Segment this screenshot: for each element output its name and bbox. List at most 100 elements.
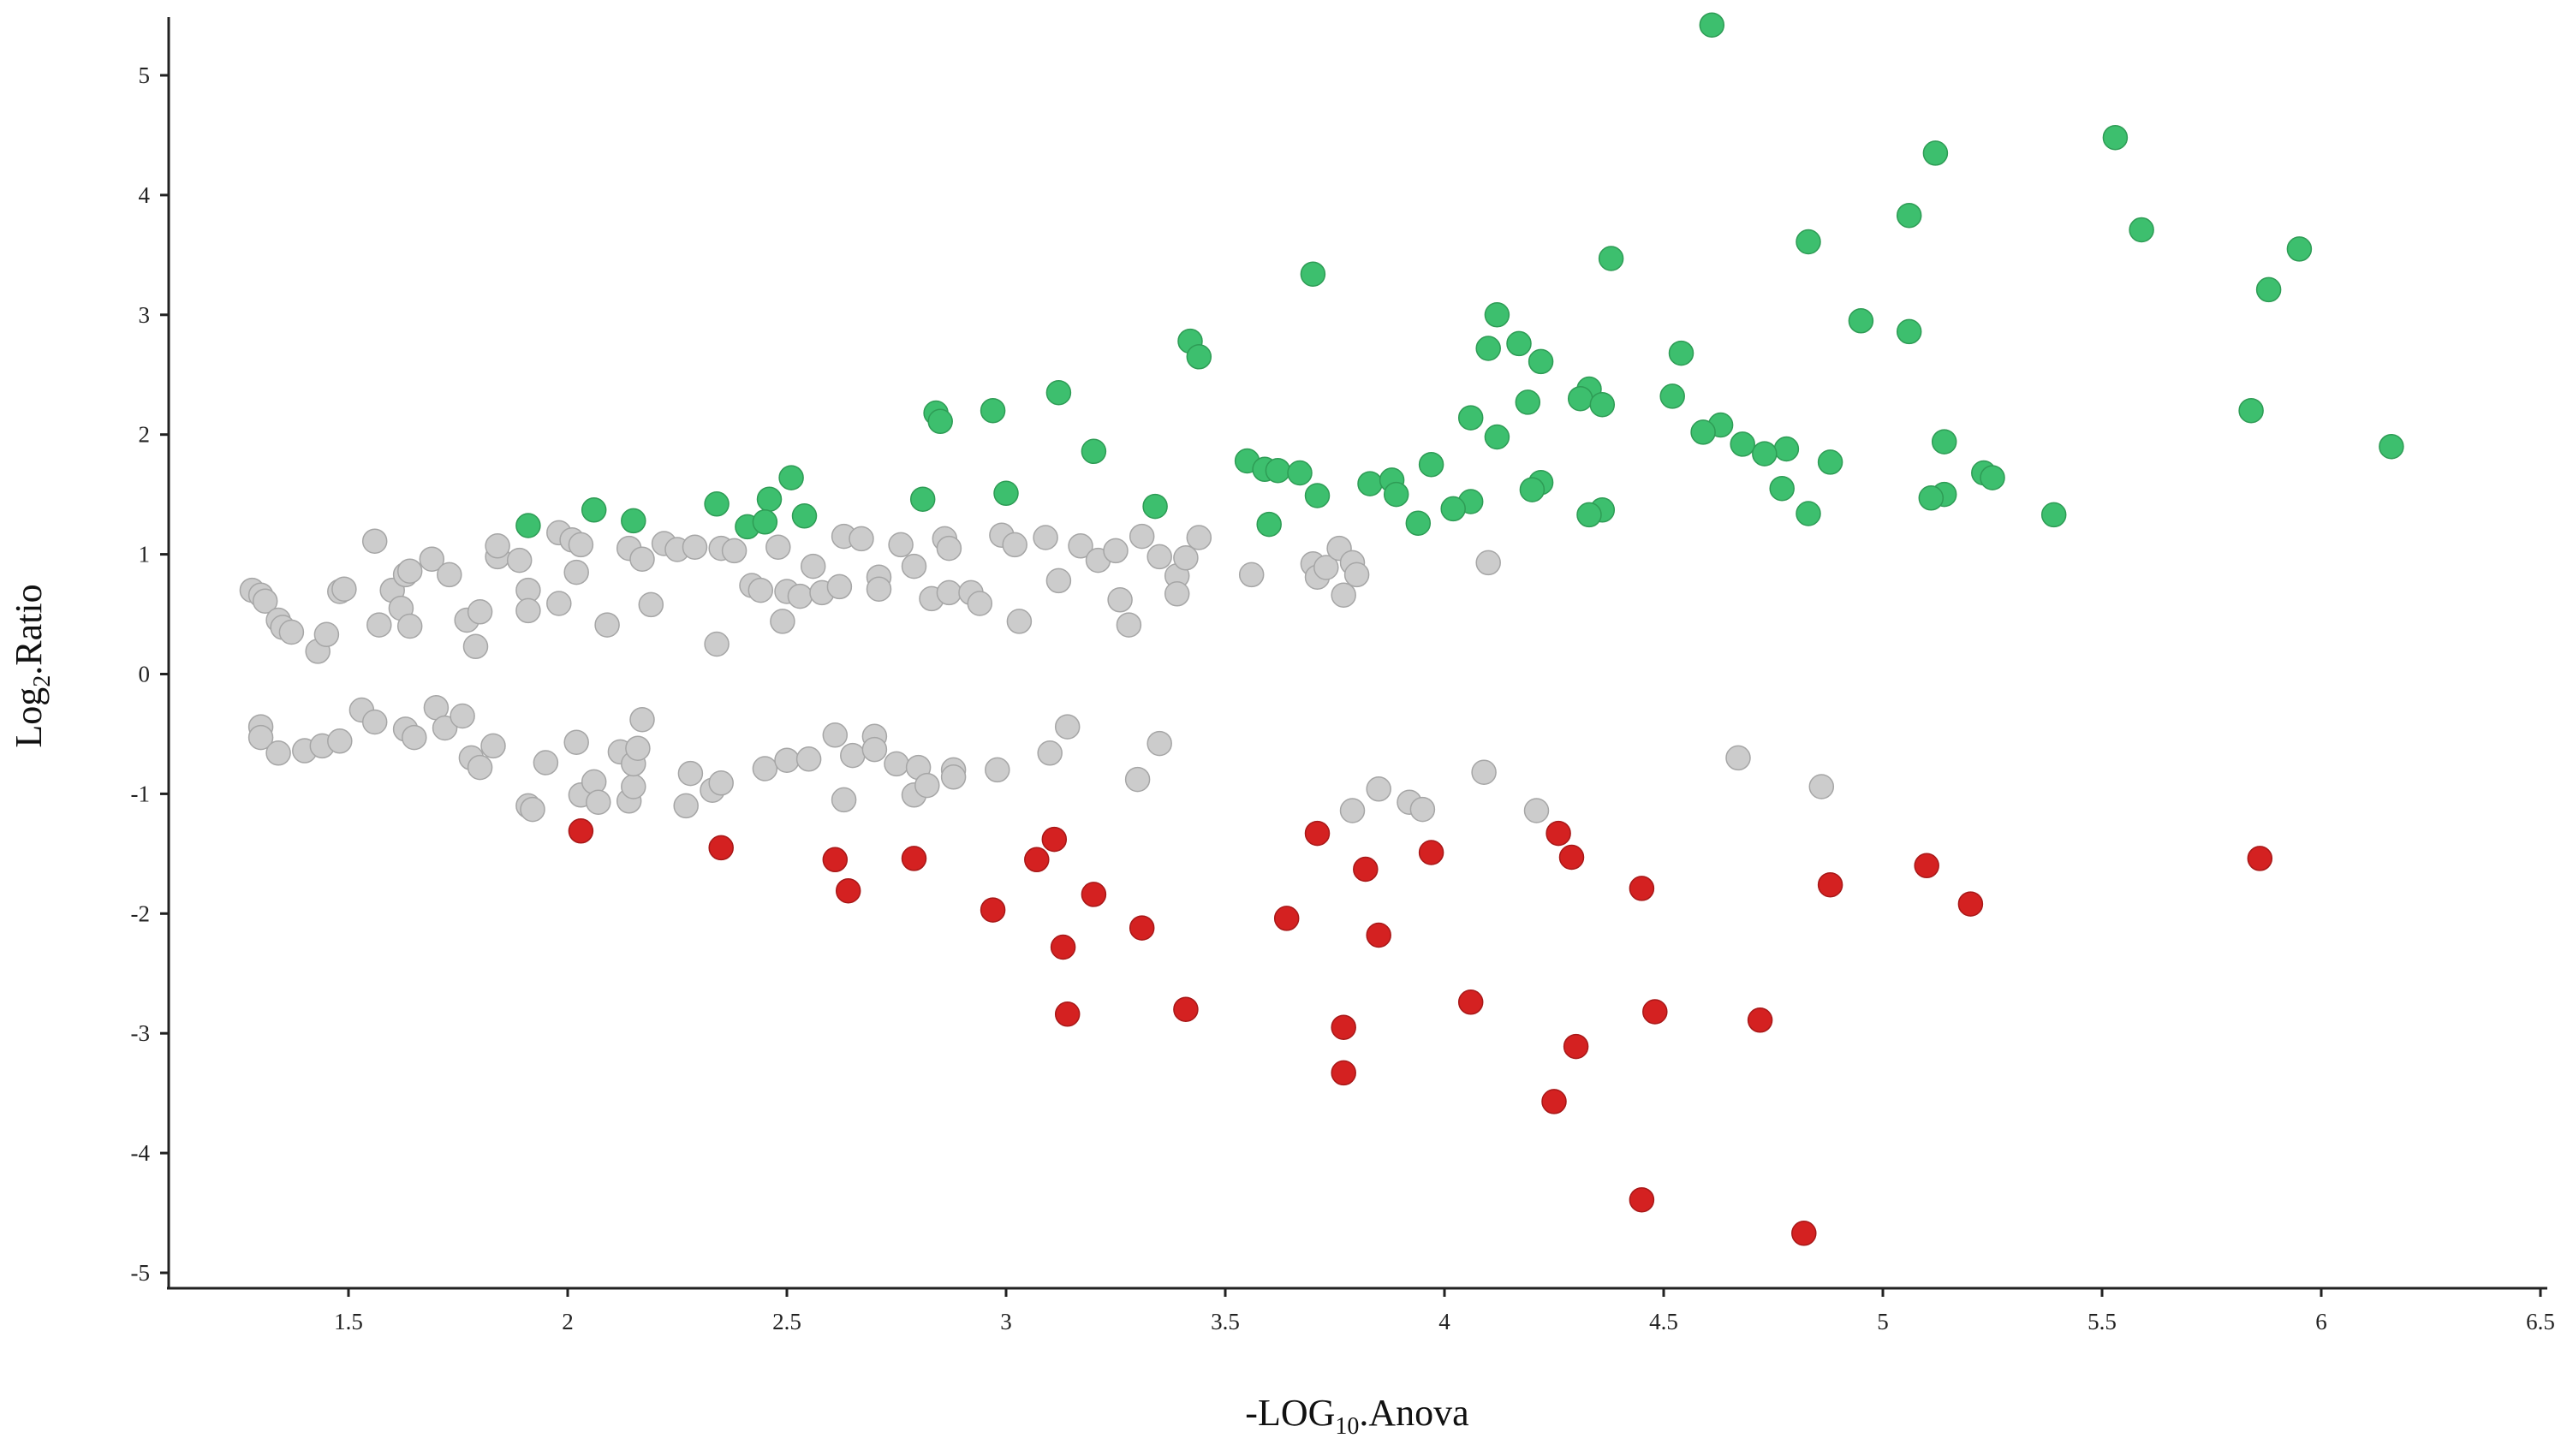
up-regulated-point	[2102, 124, 2129, 151]
up-regulated-point	[1567, 385, 1593, 412]
non-significant-point	[419, 546, 445, 572]
x-tick-label: 6.5	[2526, 1309, 2555, 1334]
non-significant-point	[901, 553, 927, 579]
up-regulated-point	[1730, 431, 1755, 457]
up-regulated-point	[1598, 246, 1624, 271]
x-axis-title-suffix: .Anova	[1359, 1392, 1468, 1434]
non-significant-point	[1037, 740, 1063, 766]
up-regulated-point	[1142, 493, 1168, 520]
non-significant-point	[467, 599, 493, 625]
down-regulated-point	[1024, 847, 1050, 873]
up-regulated-point	[1922, 140, 1949, 166]
non-significant-point	[546, 591, 572, 616]
y-tick-label: 2	[139, 422, 151, 448]
non-significant-point	[1331, 582, 1356, 608]
non-significant-point	[247, 724, 274, 751]
up-regulated-point	[909, 486, 936, 512]
up-regulated-point	[1457, 405, 1484, 431]
down-regulated-point	[1541, 1089, 1567, 1114]
y-axis-ticks: 5 4 3 2 1 0 -1 -2 -3 -4 -5	[131, 62, 169, 1286]
non-significant-point	[936, 535, 962, 562]
down-regulated-point	[1457, 989, 1484, 1015]
non-significant-point	[533, 750, 559, 776]
down-regulated-point	[1558, 844, 1585, 871]
up-regulated-point	[1484, 302, 1510, 328]
non-significant-point	[1725, 745, 1751, 771]
non-significant-point	[677, 760, 704, 787]
y-axis-title-main: Log	[8, 687, 50, 748]
non-significant-point	[331, 576, 357, 602]
y-tick-label: 5	[139, 62, 151, 88]
non-significant-point	[462, 633, 489, 660]
non-significant-point	[437, 562, 462, 588]
non-significant-point	[888, 532, 914, 558]
up-regulated-point	[1896, 202, 1922, 229]
y-tick-label: -4	[131, 1140, 151, 1166]
x-axis-title-subscript: 10	[1335, 1413, 1359, 1440]
non-significant-point	[1146, 730, 1172, 757]
up-regulated-point	[704, 491, 730, 517]
non-significant-point	[278, 619, 305, 645]
up-regulated-point	[778, 465, 804, 490]
y-tick-label: 1	[139, 542, 151, 568]
non-significant-point	[1129, 523, 1155, 550]
non-significant-point	[866, 576, 892, 602]
non-significant-point	[884, 751, 909, 777]
non-significant-point	[1045, 568, 1072, 594]
down-regulated-point	[1957, 891, 1984, 917]
down-regulated-point	[1546, 820, 1571, 847]
non-significant-point	[840, 742, 866, 769]
non-significant-point	[506, 547, 533, 573]
non-significant-point	[1116, 612, 1142, 638]
up-regulated-point	[1383, 481, 1409, 508]
down-regulated-point	[1129, 915, 1155, 941]
non-significant-point	[520, 796, 545, 823]
non-significant-point	[826, 573, 853, 600]
non-significant-point	[265, 740, 291, 766]
non-significant-point	[1054, 714, 1081, 740]
down-regulated-point	[1081, 882, 1107, 907]
non-significant-point	[586, 789, 611, 815]
non-significant-point	[1002, 532, 1027, 558]
up-regulated-point	[1256, 511, 1282, 538]
non-significant-point	[450, 703, 475, 729]
non-significant-point	[861, 736, 888, 763]
down-regulated-point	[835, 877, 861, 904]
non-significant-point	[563, 729, 589, 755]
down-regulated-point	[1331, 1060, 1356, 1086]
non-significant-point	[515, 597, 541, 624]
y-tick-label: 3	[139, 302, 151, 328]
up-regulated-point	[1918, 485, 1945, 511]
up-regulated-point	[1475, 336, 1501, 361]
non-significant-point	[765, 534, 791, 560]
down-regulated-point	[1331, 1014, 1356, 1040]
non-significant-point	[770, 609, 795, 634]
non-significant-point	[1471, 759, 1497, 785]
non-significant-point	[1366, 776, 1391, 802]
down-regulated-point	[1304, 820, 1331, 847]
non-significant-point	[795, 746, 822, 772]
non-significant-point	[831, 787, 857, 813]
up-regulated-point	[927, 408, 953, 435]
non-significant-point	[1409, 796, 1436, 823]
up-regulated-point	[1848, 308, 1874, 334]
down-regulated-point	[1353, 856, 1379, 883]
up-regulated-point	[2379, 433, 2404, 460]
up-regulated-point	[980, 397, 1006, 424]
up-regulated-point	[1896, 318, 1922, 345]
non-significant-point	[774, 747, 800, 773]
x-tick-label: 2	[562, 1309, 574, 1334]
down-regulated-point	[1041, 826, 1068, 853]
data-points	[239, 12, 2404, 1246]
down-regulated-point	[1747, 1007, 1773, 1033]
non-significant-point	[396, 613, 423, 639]
y-tick-label: -1	[131, 781, 151, 806]
y-axis-title: Log2.Ratio	[8, 584, 56, 747]
up-regulated-point	[1699, 12, 1725, 38]
x-tick-label: 3.5	[1211, 1309, 1240, 1334]
up-regulated-point	[1796, 229, 1821, 255]
up-regulated-point	[2255, 276, 2282, 303]
up-regulated-point	[1796, 501, 1821, 526]
up-regulated-point	[581, 497, 607, 523]
